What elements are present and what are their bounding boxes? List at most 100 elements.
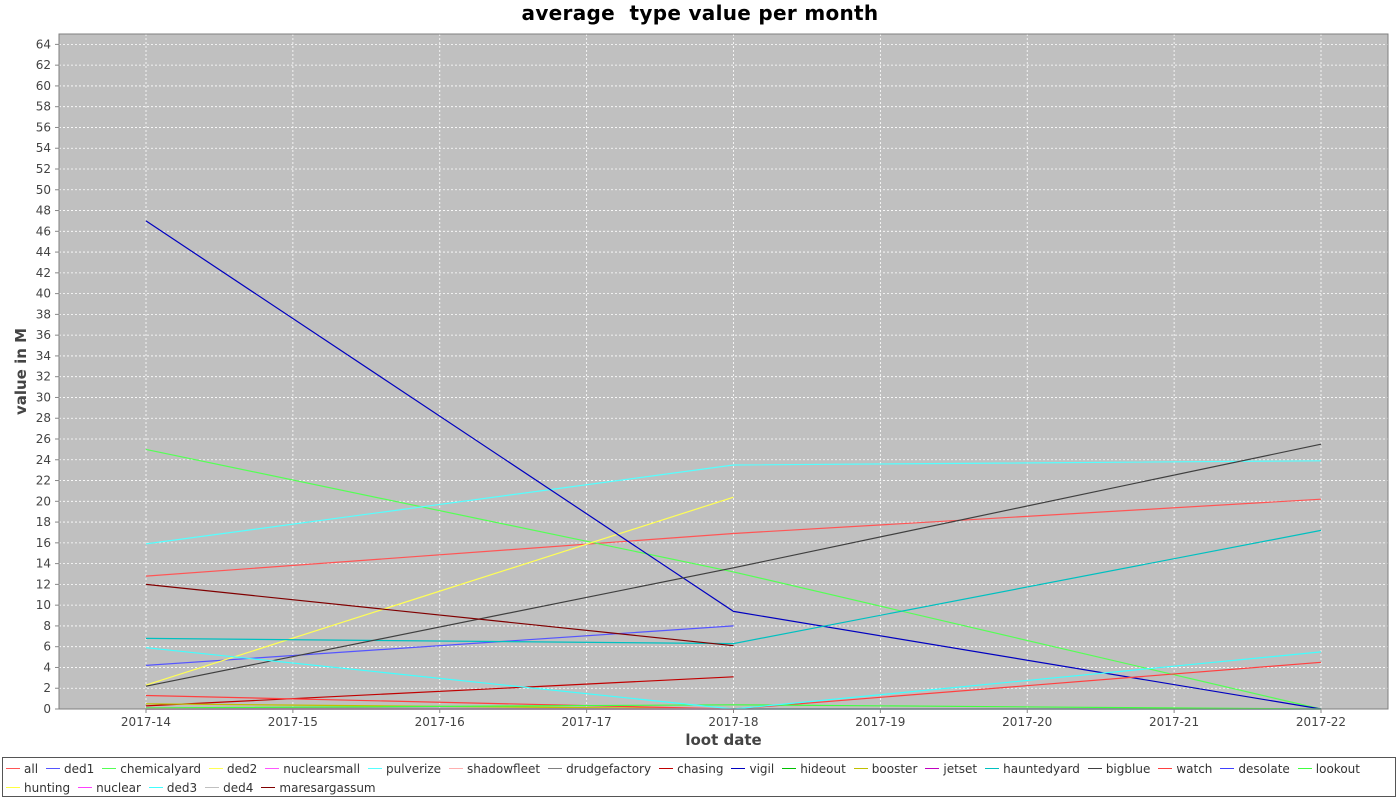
y-tick-label: 30: [36, 390, 51, 404]
legend-label: ded2: [227, 761, 258, 776]
legend-label: nuclear: [96, 780, 141, 795]
legend-label: maresargassum: [279, 780, 376, 795]
x-tick-label: 2017-14: [121, 715, 171, 729]
legend-swatch: [368, 768, 383, 769]
legend-label: lookout: [1315, 761, 1360, 776]
line-chart: 0246810121416182022242628303234363840424…: [12, 33, 1389, 749]
series-line-chasing: [145, 676, 734, 707]
y-tick-label: 4: [43, 660, 51, 674]
legend-item-ded4: ded4: [205, 778, 253, 797]
legend-item-shadowfleet: shadowfleet: [449, 759, 540, 778]
legend-swatch: [659, 768, 674, 769]
legend-label: ded3: [166, 780, 198, 795]
legend-item-jetset: jetset: [925, 759, 977, 778]
legend-swatch: [46, 768, 61, 769]
y-tick-label: 44: [36, 245, 51, 259]
x-tick-label: 2017-15: [268, 715, 318, 729]
legend-item-ded3: ded3: [148, 778, 198, 797]
series-line-lookout: [145, 704, 1322, 710]
legend-label: booster: [871, 761, 918, 776]
y-tick-label: 34: [36, 349, 51, 363]
legend-swatch: [205, 787, 220, 788]
x-tick-label: 2017-16: [415, 715, 465, 729]
y-axis-label: value in M: [12, 328, 30, 415]
legend-item-hideout: hideout: [782, 759, 846, 778]
y-tick-label: 16: [36, 536, 51, 550]
legend-item-booster: booster: [853, 759, 918, 778]
legend-swatch: [148, 787, 163, 788]
legend-label: bigblue: [1105, 761, 1151, 776]
series-line-bigblue: [145, 443, 1322, 687]
y-tick-label: 0: [43, 702, 51, 716]
y-tick-label: 12: [36, 577, 51, 591]
y-tick-label: 64: [36, 37, 51, 51]
chart-title: average type value per month: [521, 1, 879, 25]
legend-label: nuclearsmall: [283, 761, 361, 776]
x-tick-label: 2017-19: [855, 715, 905, 729]
legend-label: ded4: [223, 780, 254, 795]
legend-item-maresargassum: maresargassum: [261, 778, 376, 797]
legend-item-lookout: lookout: [1297, 759, 1360, 778]
y-tick-label: 58: [36, 100, 51, 114]
legend-label: watch: [1176, 761, 1213, 776]
y-tick-label: 50: [36, 183, 51, 197]
y-tick-label: 20: [36, 494, 51, 508]
legend-item-nuclear: nuclear: [78, 778, 141, 797]
y-tick-label: 48: [36, 204, 51, 218]
series-line-maresargassum: [145, 583, 734, 647]
legend-swatch: [925, 768, 940, 769]
legend-swatch: [6, 787, 20, 788]
legend-label: hauntedyard: [1003, 761, 1080, 776]
legend-swatch: [1158, 768, 1173, 769]
x-tick-label: 2017-22: [1296, 715, 1346, 729]
y-tick-label: 22: [36, 474, 51, 488]
x-axis: 2017-14 2017-15 2017-16 2017-17 2017-18 2017-…: [121, 709, 1346, 729]
legend-swatch: [548, 768, 563, 769]
legend: all ded1 chemicalyard ded2 nuclearsmall pulve…: [2, 757, 1396, 797]
legend-label: drudgefactory: [566, 761, 652, 776]
legend-swatch: [261, 787, 276, 788]
y-tick-label: 52: [36, 162, 51, 176]
plot-border: [58, 33, 1389, 710]
y-tick-label: 32: [36, 370, 51, 384]
x-tick-label: 2017-20: [1002, 715, 1052, 729]
legend-swatch: [1297, 768, 1312, 769]
y-tick-label: 46: [36, 224, 51, 238]
y-tick-label: 6: [43, 640, 51, 654]
y-axis: 0246810121416182022242628303234363840424…: [36, 37, 59, 716]
legend-swatch: [209, 768, 223, 769]
legend-swatch: [782, 768, 797, 769]
legend-label: shadowfleet: [467, 761, 541, 776]
y-tick-label: 28: [36, 411, 51, 425]
legend-label: all: [24, 761, 39, 776]
series-line-pulverize: [145, 460, 1322, 545]
legend-swatch: [985, 768, 1000, 769]
series-line-chemicalyard: [145, 448, 1322, 710]
legend-item-chemicalyard: chemicalyard: [102, 759, 201, 778]
legend-swatch: [102, 768, 117, 769]
grid-lines: [59, 34, 1388, 710]
y-tick-label: 56: [36, 120, 51, 134]
legend-item-pulverize: pulverize: [368, 759, 441, 778]
legend-item-drudgefactory: drudgefactory: [548, 759, 651, 778]
y-tick-label: 24: [36, 453, 51, 467]
legend-item-bigblue: bigblue: [1087, 759, 1151, 778]
series-line-vigil: [145, 220, 1322, 710]
legend-label: ded1: [64, 761, 95, 776]
legend-swatch: [1087, 768, 1102, 769]
y-tick-label: 38: [36, 307, 51, 321]
legend-label: pulverize: [386, 761, 442, 776]
legend-swatch: [731, 768, 746, 769]
legend-swatch: [1220, 768, 1235, 769]
legend-item-chasing: chasing: [659, 759, 723, 778]
legend-item-watch: watch: [1158, 759, 1212, 778]
y-tick-label: 2: [43, 681, 51, 695]
legend-label: desolate: [1238, 761, 1290, 776]
legend-swatch: [853, 768, 868, 769]
y-tick-label: 8: [43, 619, 51, 633]
x-axis-label: loot date: [685, 731, 761, 749]
plot-area: [59, 34, 1388, 709]
legend-item-ded2: ded2: [209, 759, 257, 778]
y-tick-label: 10: [36, 598, 51, 612]
legend-label: hunting: [24, 780, 71, 795]
